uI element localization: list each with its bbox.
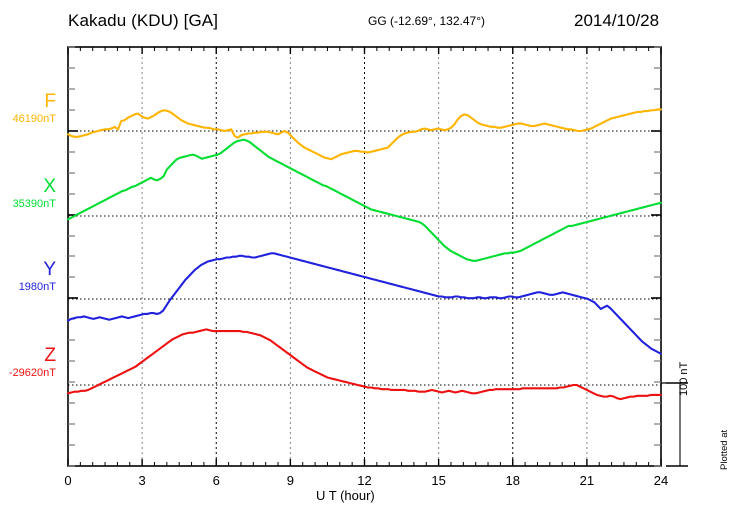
- x-tick-label: 9: [287, 473, 294, 488]
- component-name-y: Y: [43, 259, 56, 280]
- x-axis-title: U T (hour): [316, 488, 375, 503]
- series-line-F: [66, 108, 663, 161]
- x-tick-label: 18: [506, 473, 520, 488]
- component-name-x: X: [43, 176, 56, 197]
- plotted-at-timestamp: Plotted at 2014/11/28 01:32 UT: [719, 429, 730, 470]
- x-tick-label: 21: [580, 473, 594, 488]
- x-tick-label: 3: [139, 473, 146, 488]
- component-name-z: Z: [44, 345, 56, 366]
- page-title: Kakadu (KDU) [GA]: [68, 11, 219, 30]
- component-baseline-x: 35390nT: [12, 198, 56, 210]
- x-tick-label: 24: [654, 473, 668, 488]
- x-tick-label: 6: [213, 473, 220, 488]
- component-baseline-y: 1980nT: [18, 281, 56, 293]
- geographic-coordinates: GG (-12.69°, 132.47°): [368, 14, 485, 28]
- scale-bar-label: 100 nT: [678, 361, 690, 396]
- observation-date: 2014/10/28: [574, 11, 660, 30]
- series-line-Y: [66, 252, 663, 355]
- component-baseline-z: -29620nT: [8, 367, 56, 379]
- series-line-X: [66, 138, 663, 262]
- series-line-Z: [66, 328, 663, 401]
- component-baseline-f: 46190nT: [12, 113, 56, 125]
- component-name-f: F: [44, 91, 56, 112]
- x-tick-label: 12: [357, 473, 371, 488]
- x-tick-label: 15: [431, 473, 445, 488]
- x-tick-label: 0: [64, 473, 71, 488]
